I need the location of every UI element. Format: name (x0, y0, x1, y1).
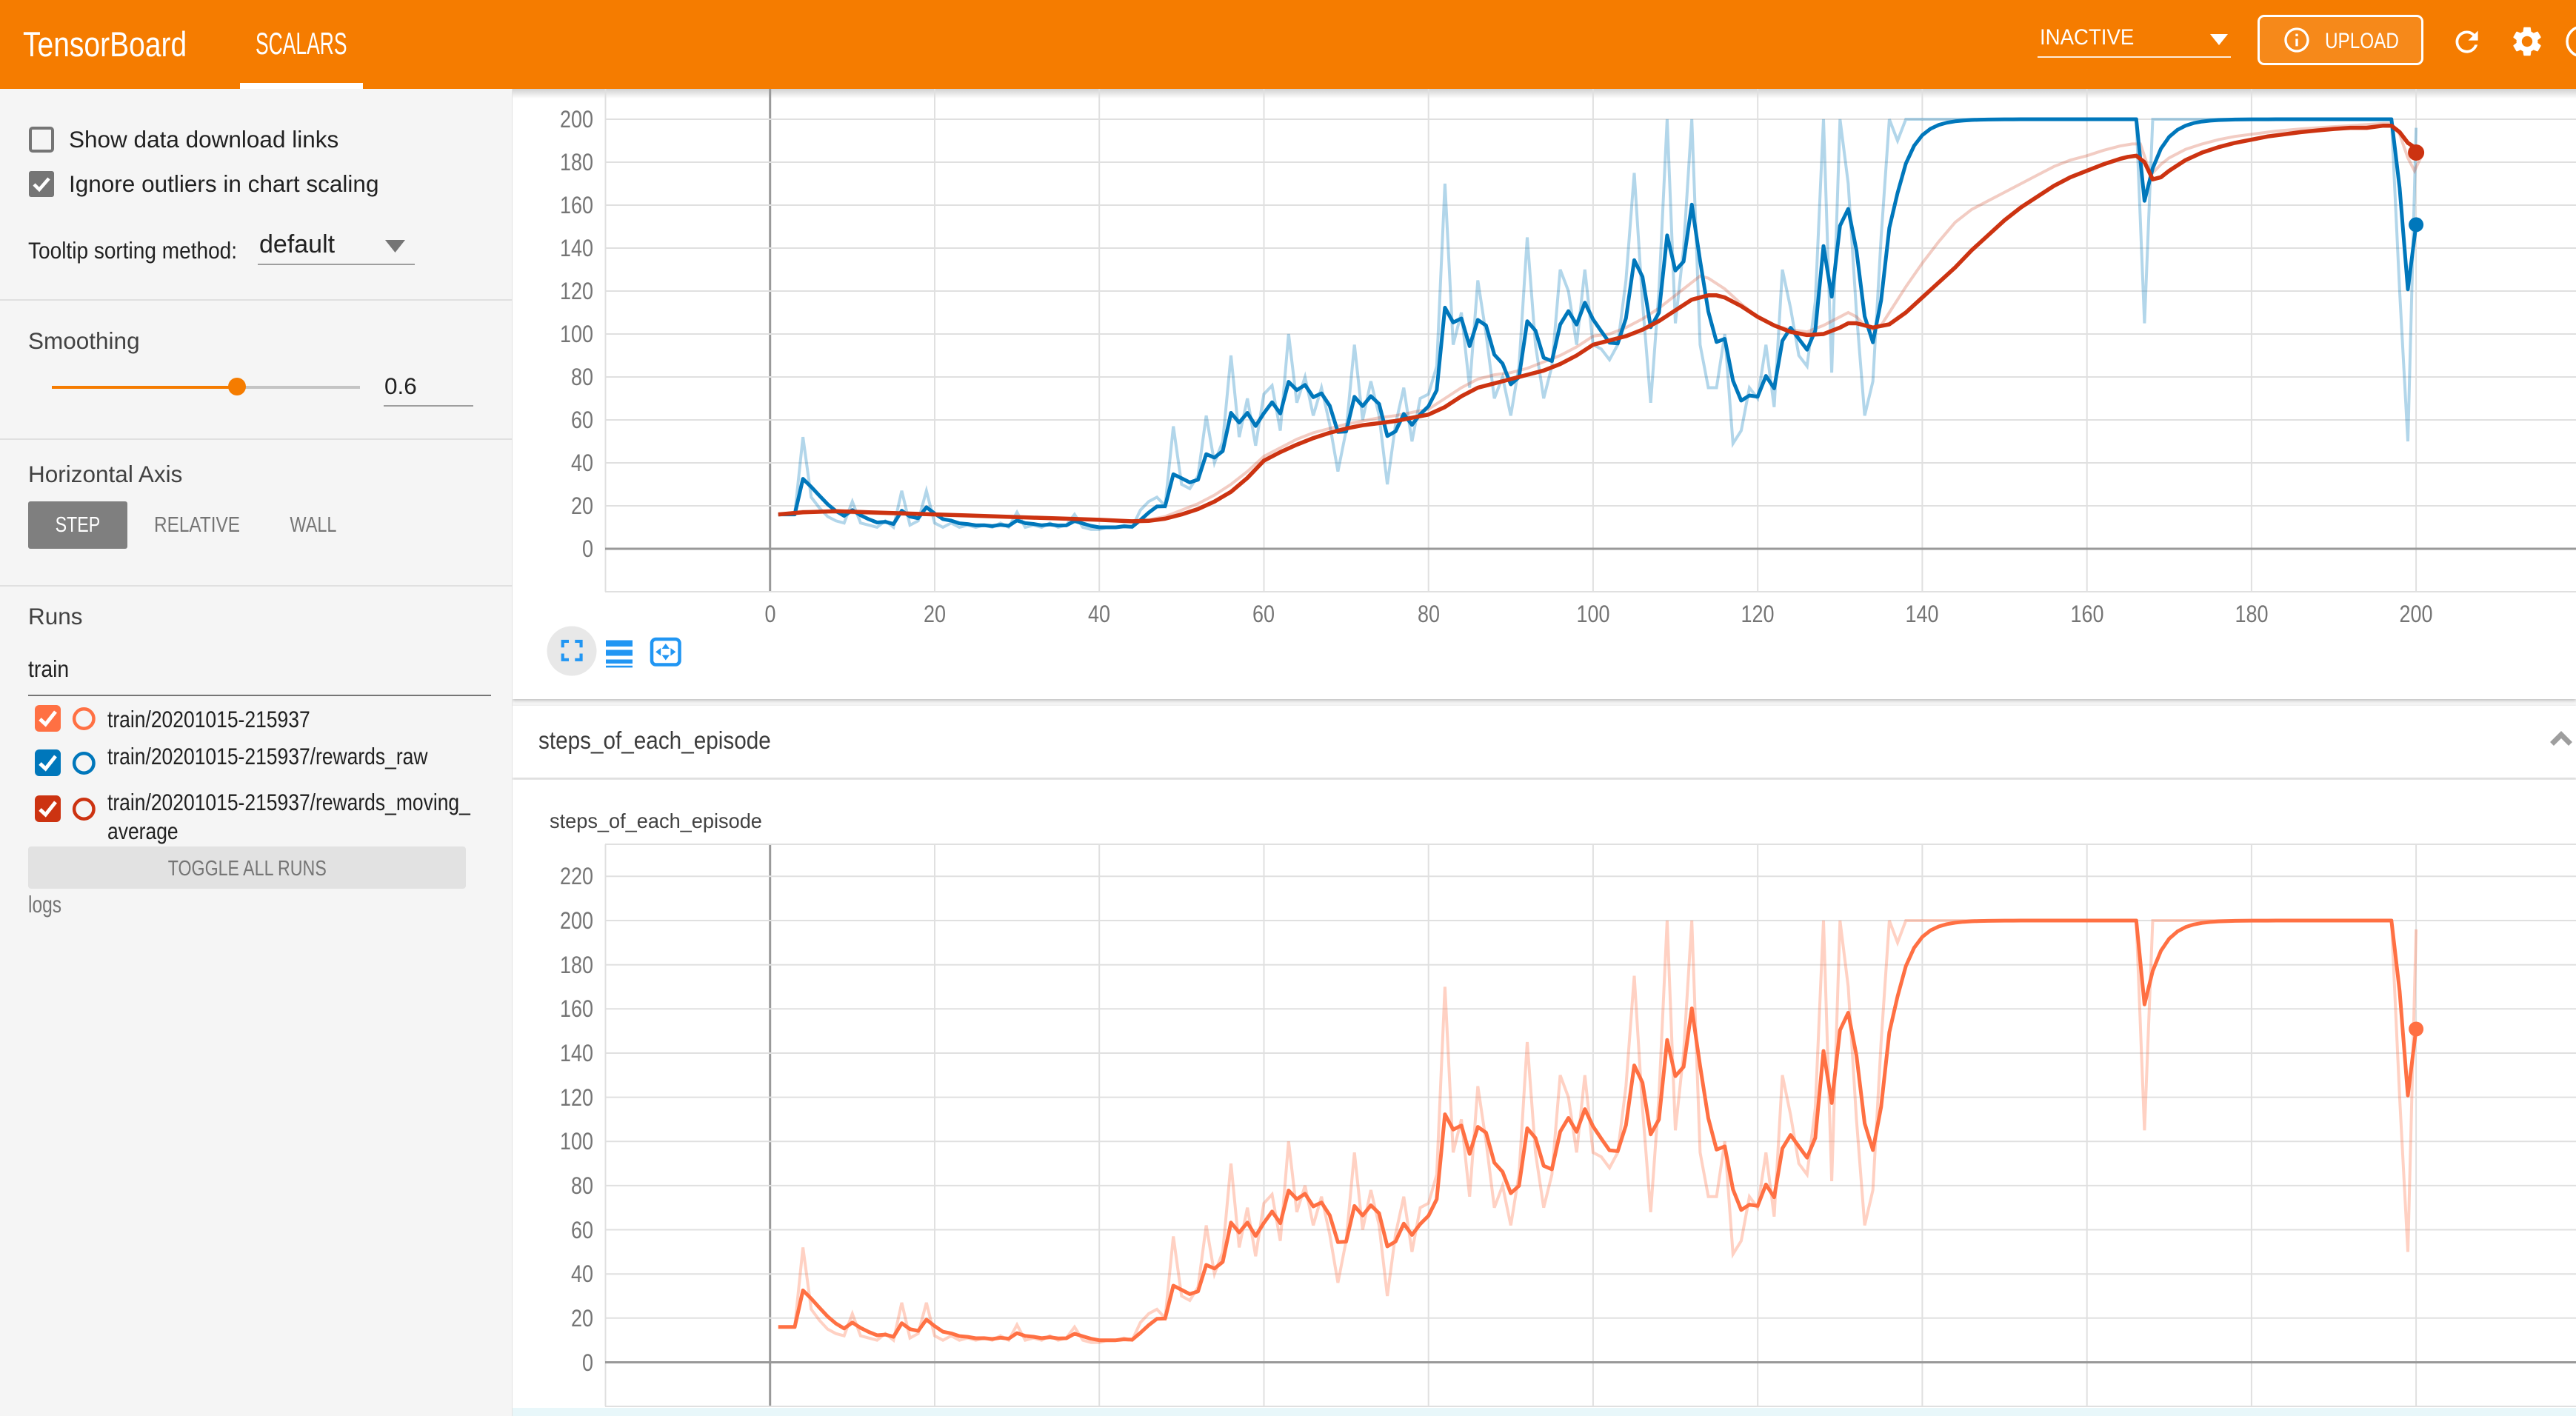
svg-text:0: 0 (582, 1349, 593, 1376)
svg-text:100: 100 (560, 321, 593, 347)
svg-text:200: 200 (560, 907, 593, 934)
svg-text:40: 40 (1088, 601, 1110, 627)
svg-text:60: 60 (571, 1217, 593, 1243)
svg-text:60: 60 (571, 407, 593, 433)
svg-text:180: 180 (560, 149, 593, 176)
svg-text:60: 60 (1252, 601, 1275, 627)
svg-text:220: 220 (560, 863, 593, 889)
svg-text:100: 100 (560, 1128, 593, 1155)
svg-text:20: 20 (571, 492, 593, 519)
svg-text:160: 160 (2071, 601, 2104, 627)
svg-text:180: 180 (560, 952, 593, 978)
svg-text:120: 120 (560, 278, 593, 304)
svg-text:160: 160 (560, 192, 593, 218)
svg-text:140: 140 (1906, 601, 1939, 627)
svg-text:0: 0 (765, 601, 776, 627)
svg-text:40: 40 (571, 450, 593, 476)
svg-text:200: 200 (2400, 601, 2433, 627)
svg-text:120: 120 (560, 1084, 593, 1111)
svg-text:80: 80 (571, 364, 593, 390)
svg-text:180: 180 (2235, 601, 2269, 627)
svg-text:20: 20 (571, 1305, 593, 1332)
svg-text:100: 100 (1577, 601, 1610, 627)
svg-text:0: 0 (582, 535, 593, 562)
svg-text:40: 40 (571, 1260, 593, 1287)
svg-text:20: 20 (924, 601, 946, 627)
svg-text:200: 200 (560, 106, 593, 133)
svg-text:160: 160 (560, 995, 593, 1022)
svg-text:80: 80 (571, 1172, 593, 1199)
svg-text:120: 120 (1741, 601, 1775, 627)
svg-text:140: 140 (560, 235, 593, 261)
svg-text:80: 80 (1418, 601, 1440, 627)
svg-text:140: 140 (560, 1040, 593, 1066)
